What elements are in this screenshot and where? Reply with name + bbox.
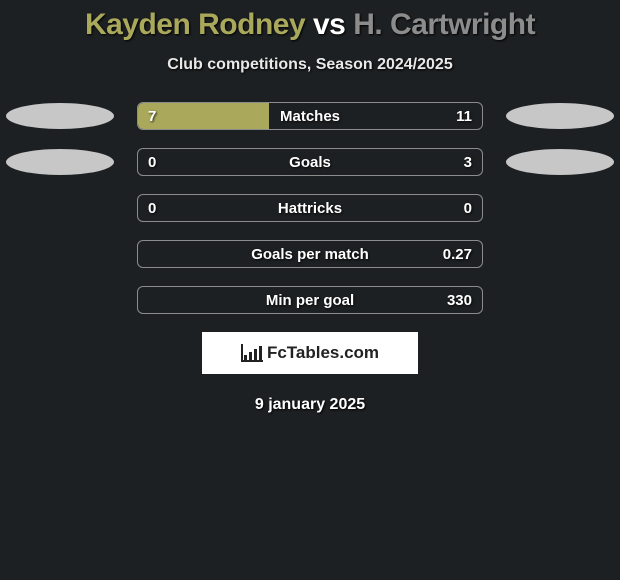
subtitle: Club competitions, Season 2024/2025 [0, 56, 620, 74]
logo-chart-icon [241, 344, 263, 362]
page-title: Kayden Rodney vs H. Cartwright [0, 8, 620, 42]
stat-value-right: 0.27 [443, 241, 472, 267]
stat-row: Goals per match0.27 [0, 240, 620, 268]
stat-bar: 0Hattricks0 [137, 194, 483, 222]
stat-label: Hattricks [138, 195, 482, 221]
player1-oval [6, 241, 114, 267]
vs-text: vs [313, 8, 345, 41]
stat-row: 0Hattricks0 [0, 194, 620, 222]
stat-row: 7Matches11 [0, 102, 620, 130]
player2-oval [506, 241, 614, 267]
date: 9 january 2025 [0, 396, 620, 414]
logo-box: FcTables.com [202, 332, 418, 374]
stat-value-right: 0 [464, 195, 472, 221]
stat-rows: 7Matches110Goals30Hattricks0Goals per ma… [0, 102, 620, 314]
player2-name: H. Cartwright [353, 8, 535, 41]
stat-value-right: 11 [456, 103, 472, 129]
player1-oval [6, 149, 114, 175]
stat-bar: 7Matches11 [137, 102, 483, 130]
player1-oval [6, 287, 114, 313]
player2-oval [506, 103, 614, 129]
player2-oval [506, 195, 614, 221]
stat-row: Min per goal330 [0, 286, 620, 314]
stat-bar: 0Goals3 [137, 148, 483, 176]
stat-value-right: 330 [447, 287, 472, 313]
player2-oval [506, 287, 614, 313]
player1-oval [6, 195, 114, 221]
player2-oval [506, 149, 614, 175]
stat-label: Goals [138, 149, 482, 175]
stat-bar: Goals per match0.27 [137, 240, 483, 268]
stat-bar: Min per goal330 [137, 286, 483, 314]
stat-label: Matches [138, 103, 482, 129]
comparison-infographic: Kayden Rodney vs H. Cartwright Club comp… [0, 0, 620, 414]
logo-text: FcTables.com [267, 343, 379, 363]
stat-value-right: 3 [464, 149, 472, 175]
stat-label: Min per goal [138, 287, 482, 313]
stat-label: Goals per match [138, 241, 482, 267]
stat-row: 0Goals3 [0, 148, 620, 176]
player1-name: Kayden Rodney [85, 8, 305, 41]
player1-oval [6, 103, 114, 129]
logo: FcTables.com [241, 343, 379, 363]
